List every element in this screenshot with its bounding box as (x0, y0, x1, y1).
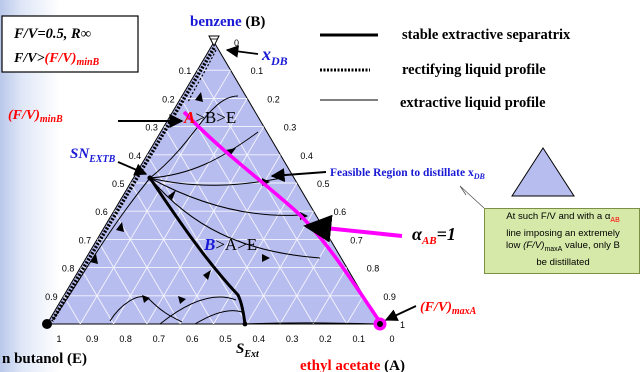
condition-box: F/V=0.5, R∞ F/V>(F/V)minB (1, 15, 139, 73)
tick-label: 0.3 (284, 123, 297, 133)
condition-line1: F/V=0.5, R (13, 26, 81, 42)
rectifying-liquid-profile (50, 47, 216, 322)
tick-label: 0.7 (153, 334, 166, 344)
tick-label: 0.3 (286, 334, 299, 344)
sn-extb-arrow (117, 161, 148, 176)
tick-label: 0.2 (319, 334, 332, 344)
right-edge-ticks: 0 0.1 0.2 0.3 0.4 0.5 0.6 0.7 0.8 0.9 1 (234, 38, 405, 330)
tick-label: 0 (389, 334, 394, 344)
tick-label: 0.6 (186, 334, 199, 344)
tick-label: 0.4 (129, 151, 142, 161)
grid-line (113, 98, 248, 324)
stable-extractive-separatrix (148, 177, 247, 325)
tick-label: 0.5 (317, 179, 330, 189)
left-edge-ticks: 0.1 0.2 0.3 0.4 0.5 0.6 0.7 0.8 0.9 (45, 66, 191, 302)
condition-infinity: ∞ (81, 26, 91, 42)
vertex-e-label: n butanol (E) (2, 351, 87, 367)
callout-pointer (459, 185, 485, 209)
tick-label: 0.9 (86, 334, 99, 344)
tick-label: 0.1 (352, 334, 365, 344)
tick-label: 0.5 (112, 179, 125, 189)
grid-line (196, 69, 348, 324)
vertex-b-marker (208, 35, 220, 48)
vertex-a-label: ethyl acetate (A) (300, 358, 405, 372)
condition-line2-b: (F/V) (45, 51, 77, 66)
legend-label-rectifying: rectifying liquid profile (402, 62, 546, 78)
vertex-e-point (42, 319, 52, 329)
svg-text:F/V>(F/V)minB: F/V>(F/V)minB (13, 51, 100, 68)
alpha-ab-arrow (303, 214, 403, 243)
condition-line2-sub: minB (76, 57, 99, 68)
grid-line (180, 98, 314, 324)
grid-line (279, 239, 331, 324)
svg-text:F/V=0.5, R∞: F/V=0.5, R∞ (13, 26, 91, 42)
tick-label: 0.7 (79, 235, 92, 245)
tick-label: 0.1 (251, 66, 264, 76)
isovolatility-line-alpha-ab (182, 110, 382, 324)
tick-label: 0.9 (383, 292, 396, 302)
feasible-region-arrow (270, 168, 327, 183)
tick-label: 0.2 (162, 94, 175, 104)
grid-line (163, 126, 281, 324)
fv-maxa-label: (F/V)maxA (420, 300, 477, 317)
grid-line (96, 239, 148, 324)
order-b-a-e: B>A>E (203, 235, 257, 254)
tick-label: 0.8 (367, 264, 380, 274)
vertex-b-label: benzene (B) (190, 14, 265, 30)
tick-label: 0.9 (45, 292, 58, 302)
grid-line (346, 295, 364, 324)
tick-label: 0 (234, 38, 239, 48)
legend-label-separatrix: stable extractive separatrix (402, 27, 571, 43)
tick-label: 0.4 (253, 334, 266, 344)
sn-extb-point (147, 175, 153, 181)
grid-line (79, 69, 231, 324)
alpha-ab-label: αAB=1 (412, 224, 456, 247)
xdb-arrow (225, 45, 259, 58)
s-ext-label: SExt (236, 341, 260, 360)
bottom-edge-ticks: 1 0.9 0.8 0.7 0.6 0.5 0.4 0.3 0.2 0.1 0 (56, 334, 394, 344)
order-a-b-e: A>B>E (183, 108, 236, 127)
grid-line (213, 182, 298, 324)
condition-line2-a: F/V> (13, 51, 45, 66)
tick-label: 0.6 (334, 207, 347, 217)
vertex-a-point-core (377, 321, 383, 327)
sn-extb-label: SNEXTB (70, 146, 116, 165)
legend: stable extractive separatrix rectifying … (320, 27, 571, 111)
tick-label: 0.5 (219, 334, 232, 344)
fv-minb-label: (F/V)minB (8, 108, 63, 125)
tick-label: 0.8 (119, 334, 132, 344)
xdb-label: xDB (261, 44, 288, 68)
tick-label: 1 (400, 320, 405, 330)
small-triangle-icon (511, 147, 575, 197)
tick-label: 0.8 (62, 264, 75, 274)
s-ext-point (242, 321, 248, 327)
feasible-region-label: Feasible Region to distillate xDB (330, 167, 486, 181)
tick-label: 0.7 (350, 235, 363, 245)
triangle-grid (63, 69, 364, 324)
rectifying-profile-inner (187, 49, 217, 103)
legend-label-extractive: extractive liquid profile (400, 95, 546, 111)
fv-maxa-arrow (384, 305, 417, 321)
tick-label: 0.2 (267, 94, 280, 104)
tick-label: 0.4 (300, 151, 313, 161)
tick-label: 0.3 (145, 123, 158, 133)
note-box: At such F/V and with a αAB line imposing… (484, 208, 640, 274)
tick-label: 0.6 (95, 207, 108, 217)
tick-label: 0.1 (179, 66, 192, 76)
tick-label: 1 (56, 334, 61, 344)
